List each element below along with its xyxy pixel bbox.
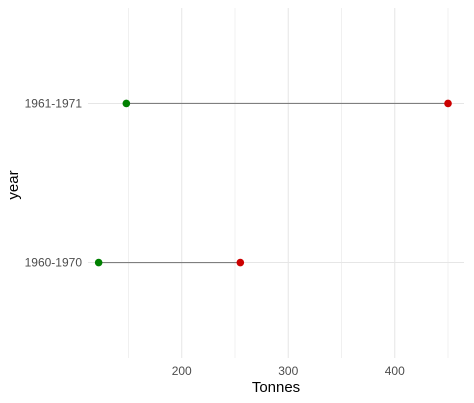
y-tick-label: 1960-1970 xyxy=(25,256,83,270)
point-end-1960-1970 xyxy=(236,258,245,267)
y-tick-labels: 1960-1970 1961-1971 xyxy=(25,96,83,269)
point-end-1961-1971 xyxy=(444,99,452,108)
grid xyxy=(88,8,464,358)
y-tick-label: 1961-1971 xyxy=(25,96,83,110)
point-start-1961-1971 xyxy=(122,99,131,108)
points xyxy=(94,99,452,267)
x-axis-title: Tonnes xyxy=(252,379,300,396)
x-tick-label: 300 xyxy=(278,364,298,378)
x-tick-labels: 200 300 400 xyxy=(172,364,405,378)
x-tick-label: 400 xyxy=(385,364,405,378)
segments xyxy=(98,102,449,264)
point-start-1960-1970 xyxy=(94,258,103,267)
x-tick-label: 200 xyxy=(172,364,192,378)
y-axis-title: year xyxy=(5,170,22,199)
